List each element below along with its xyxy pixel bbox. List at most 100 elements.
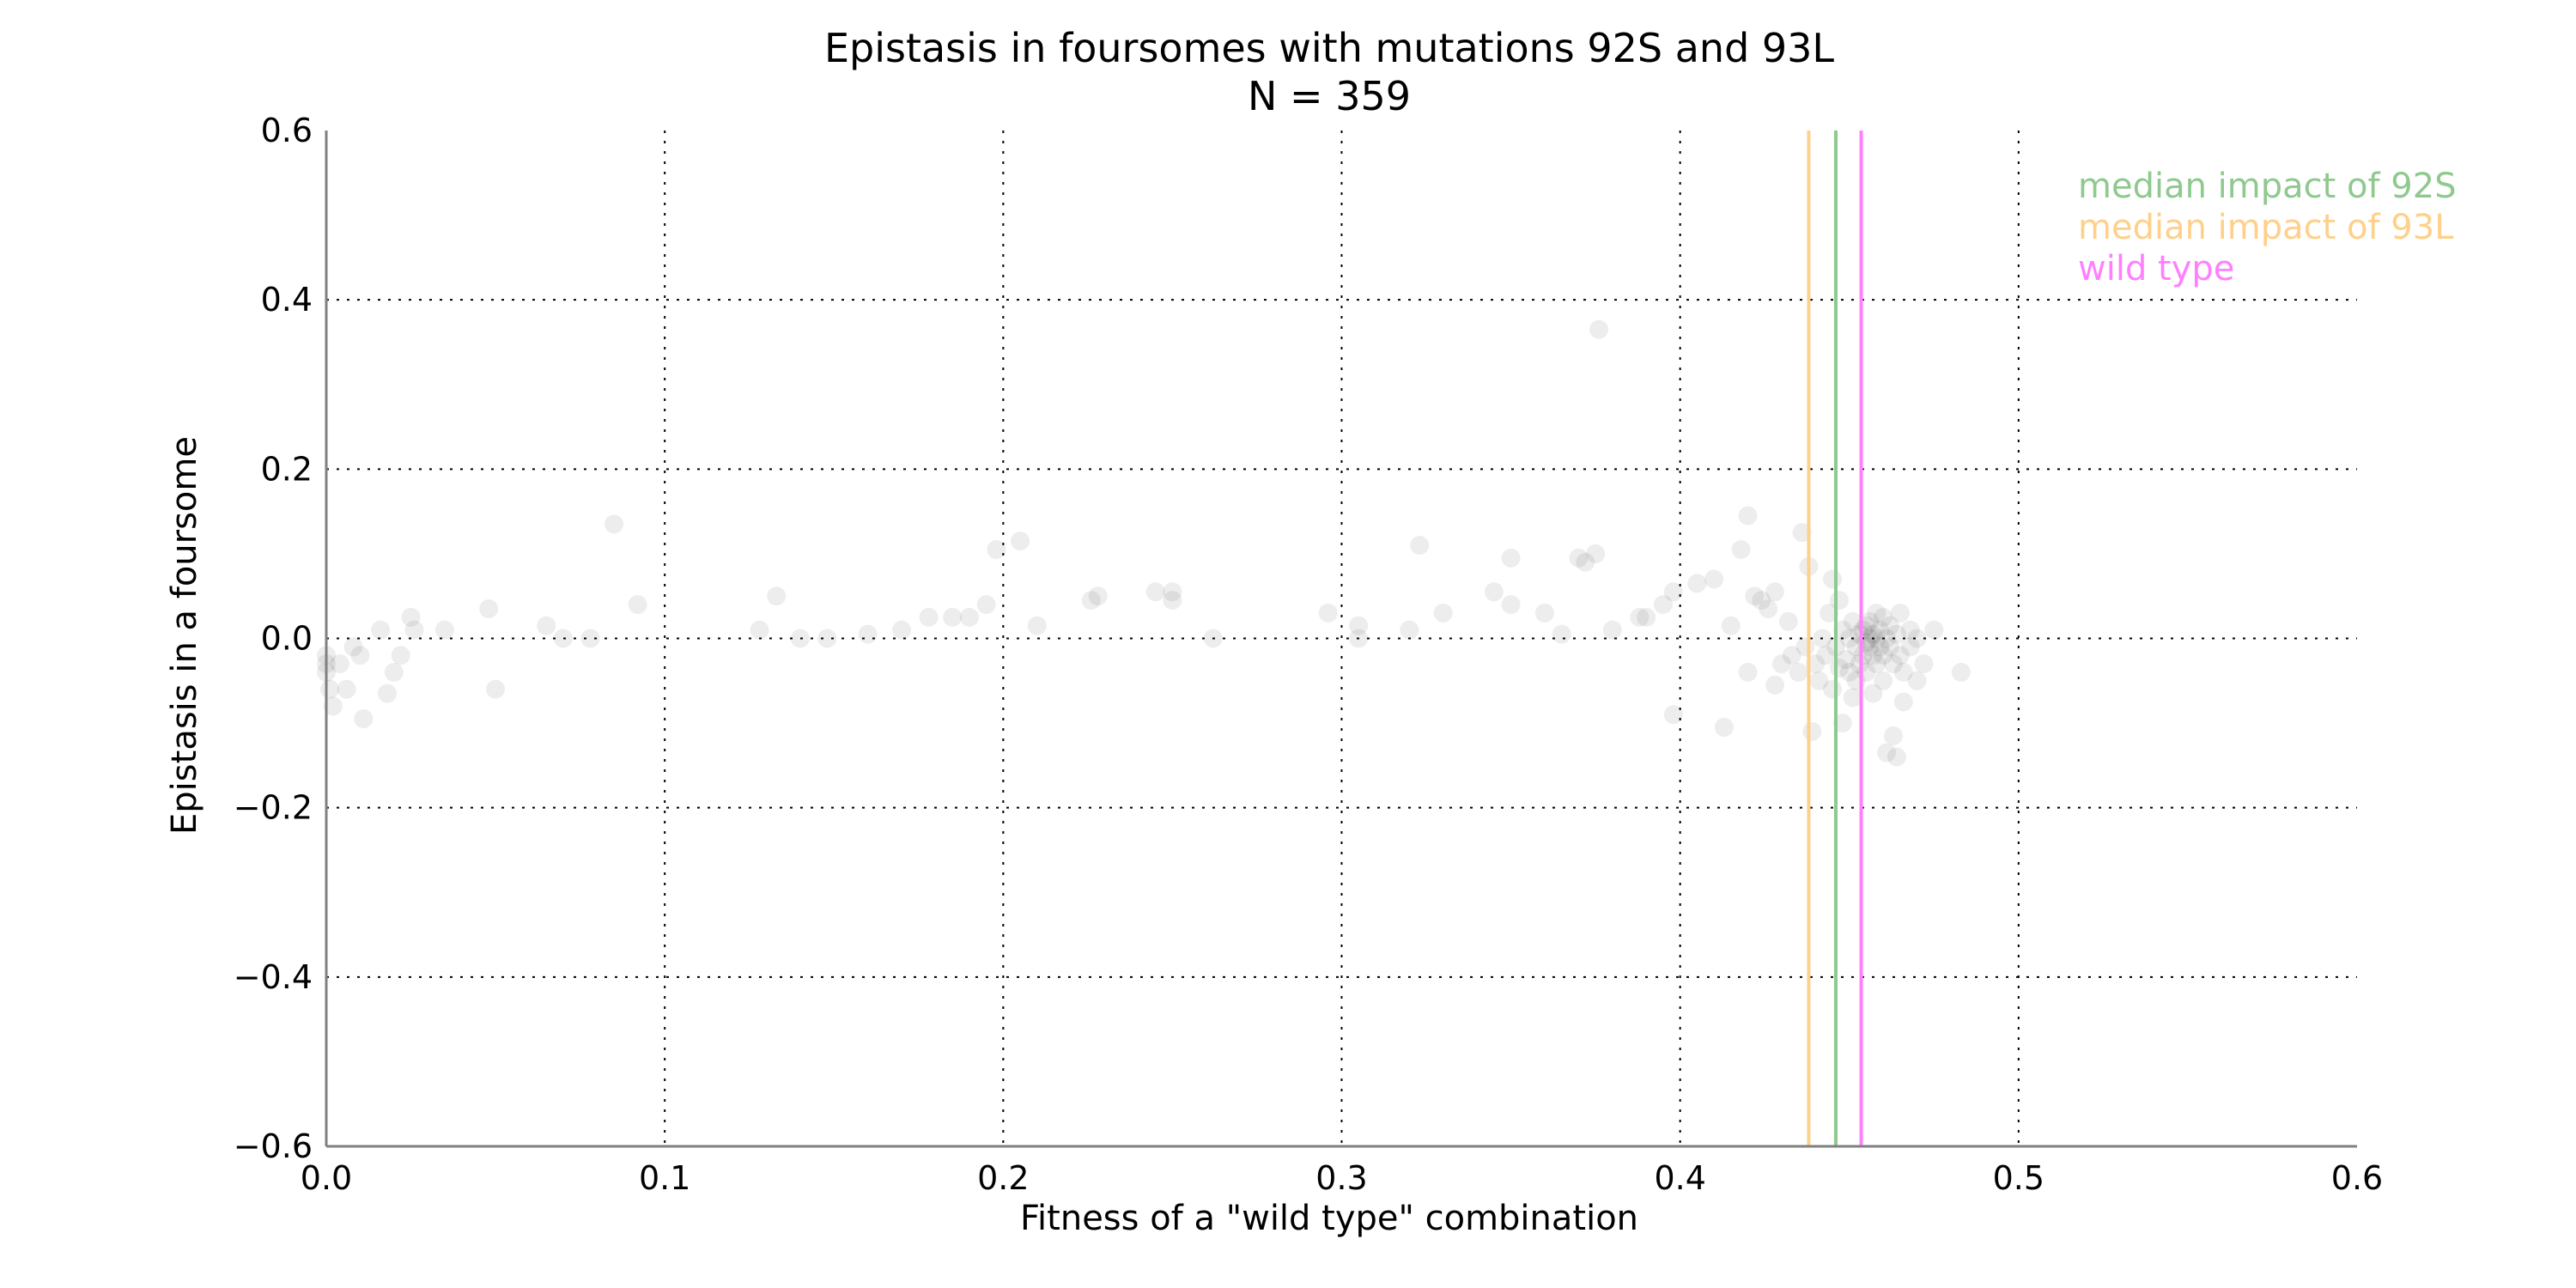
data-point (1576, 552, 1595, 572)
data-point (1552, 624, 1571, 644)
data-point (1890, 603, 1910, 623)
legend-entry: median impact of 93L (2078, 208, 2454, 247)
data-point (354, 709, 374, 729)
data-point (1738, 662, 1758, 682)
data-point (1886, 747, 1906, 767)
data-point (1501, 548, 1521, 568)
data-point (790, 629, 810, 648)
data-point (1860, 611, 1880, 631)
y-tick-label: −0.6 (234, 1127, 313, 1165)
data-point (319, 679, 339, 699)
data-point (976, 595, 996, 615)
data-point (1867, 603, 1886, 623)
legend-entry: median impact of 92S (2078, 167, 2457, 206)
data-point (1863, 646, 1883, 665)
data-point (1900, 637, 1920, 657)
data-point (1874, 671, 1893, 690)
data-point (1880, 637, 1900, 657)
data-point (1782, 646, 1801, 665)
data-point (1820, 603, 1839, 623)
data-point (330, 654, 349, 674)
x-tick-label: 0.2 (977, 1159, 1029, 1197)
x-axis-ticks: 0.0 0.1 0.2 0.3 0.4 0.5 0.6 (301, 1159, 2383, 1197)
data-point (1914, 654, 1934, 674)
data-point (1663, 705, 1683, 725)
data-point (343, 637, 363, 657)
data-point (1704, 569, 1724, 589)
data-point (1874, 646, 1893, 665)
data-point (1816, 646, 1836, 665)
data-point (1569, 548, 1589, 568)
data-point (959, 607, 979, 627)
x-tick-label: 0.1 (639, 1159, 690, 1197)
data-point (628, 595, 647, 615)
data-point (1433, 603, 1453, 623)
data-point (767, 586, 787, 606)
data-point (892, 620, 912, 640)
data-point (1907, 629, 1927, 648)
data-point (1792, 523, 1812, 543)
data-point (1806, 654, 1826, 674)
data-point (1880, 616, 1900, 635)
data-point (1759, 598, 1778, 618)
data-point (1877, 743, 1897, 762)
data-point (1163, 582, 1182, 602)
reference-lines (1807, 131, 1863, 1146)
data-point (537, 616, 556, 635)
y-tick-label: −0.4 (234, 958, 313, 996)
data-point (817, 629, 837, 648)
data-point (1721, 616, 1741, 635)
data-point (371, 620, 391, 640)
y-tick-label: 0.4 (261, 281, 313, 319)
data-point (1870, 620, 1890, 640)
data-point (1714, 718, 1734, 738)
data-point (943, 607, 963, 627)
data-point (486, 679, 506, 699)
data-point (1081, 591, 1101, 611)
data-point (1163, 591, 1182, 611)
data-point (1893, 662, 1913, 682)
data-point (580, 629, 600, 648)
data-point (1400, 620, 1419, 640)
data-point (1832, 620, 1852, 640)
x-tick-label: 0.6 (2331, 1159, 2383, 1197)
axes (325, 131, 2357, 1148)
data-point (1839, 629, 1859, 648)
data-point (1860, 629, 1880, 648)
data-point (1900, 620, 1920, 640)
data-point (1890, 646, 1910, 665)
data-point (1832, 714, 1852, 733)
data-point (1011, 532, 1030, 551)
x-tick-label: 0.0 (301, 1159, 352, 1197)
grid-lines (326, 131, 2357, 1146)
data-point (1765, 582, 1785, 602)
data-point (384, 662, 404, 682)
data-point (1027, 616, 1047, 635)
data-point (1874, 607, 1893, 627)
data-point (1870, 637, 1890, 657)
y-tick-label: −0.2 (234, 789, 313, 827)
data-point (391, 646, 410, 665)
data-point (1630, 607, 1649, 627)
data-point (323, 696, 343, 716)
data-point (1893, 692, 1913, 712)
data-point (1778, 611, 1798, 631)
x-tick-label: 0.4 (1654, 1159, 1705, 1197)
data-point (553, 629, 573, 648)
data-point (401, 607, 421, 627)
data-point (750, 620, 769, 640)
data-point (1484, 582, 1504, 602)
y-tick-label: 0.0 (261, 620, 313, 658)
x-tick-label: 0.5 (1993, 1159, 2044, 1197)
data-point (350, 646, 370, 665)
data-point (1843, 611, 1862, 631)
data-point (1863, 683, 1883, 703)
data-point (1951, 662, 1971, 682)
y-axis-ticks: 0.6 0.4 0.2 0.0 −0.2 −0.4 −0.6 (234, 112, 313, 1165)
data-point (1863, 624, 1883, 644)
data-point (1839, 662, 1859, 682)
data-point (1687, 574, 1707, 593)
data-point (1843, 688, 1862, 708)
